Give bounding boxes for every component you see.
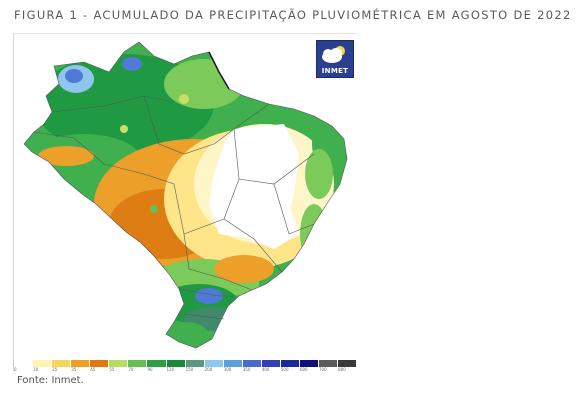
legend-tick-label: 10 [33, 367, 39, 372]
legend-swatch: 0 [13, 360, 34, 372]
map-panel [13, 33, 358, 372]
legend-tick-label: 350 [242, 367, 251, 372]
legend-swatch: 45 [90, 360, 110, 372]
legend-swatch: 600 [299, 360, 319, 372]
rainfall-fill [24, 42, 347, 348]
legend-tick-label: 600 [299, 367, 308, 372]
coastline-north [208, 51, 230, 90]
legend-swatch: 25 [52, 360, 72, 372]
legend-tick-label: 25 [52, 367, 58, 372]
legend-swatch: 90 [147, 360, 167, 372]
legend-swatch: 400 [261, 360, 281, 372]
legend-swatch: 55 [109, 360, 129, 372]
legend-tick-label: 700 [319, 367, 327, 372]
state-borders [23, 41, 348, 349]
legend-swatch: 700 [319, 360, 339, 372]
legend-swatch: 500 [280, 360, 300, 372]
legend-tick-label: 35 [71, 367, 77, 372]
precipitation-map [23, 41, 348, 349]
legend-tick-label: 200 [204, 367, 213, 372]
legend-tick-label: 120 [166, 367, 175, 372]
legend-swatch: 800 [338, 360, 358, 372]
legend-tick-label: 500 [280, 367, 289, 372]
legend-tick-label: 0 [14, 367, 17, 372]
legend-tick-label: 90 [147, 367, 153, 372]
inmet-logo: INMET [316, 40, 354, 78]
cloud-sun-icon [322, 46, 345, 63]
figure-source: Fonte: Inmet. [17, 375, 84, 386]
legend-swatch: 35 [71, 360, 91, 372]
legend-swatch: 120 [166, 360, 186, 372]
legend-swatch: 10 [33, 360, 53, 372]
legend-tick-label: 150 [185, 367, 194, 372]
legend-tick-label: 800 [338, 367, 346, 372]
legend-swatch: 200 [204, 360, 224, 372]
legend-swatch: 300 [223, 360, 243, 372]
legend-tick-label: 400 [261, 367, 270, 372]
figure-title: FIGURA 1 - ACUMULADO DA PRECIPITAÇÃO PLU… [14, 8, 572, 22]
legend-tick-label: 300 [223, 367, 232, 372]
logo-label: INMET [321, 67, 349, 75]
legend-tick-label: 70 [128, 367, 134, 372]
legend-swatch: 150 [185, 360, 205, 372]
legend-tick-label: 55 [109, 367, 115, 372]
legend-tick-label: 45 [90, 367, 96, 372]
legend-swatch: 70 [128, 360, 148, 372]
color-legend: 0 10 25 35 45 55 70 90 120 150 200 300 350 400 500 600 7… [13, 360, 358, 372]
legend-swatch: 350 [242, 360, 262, 372]
